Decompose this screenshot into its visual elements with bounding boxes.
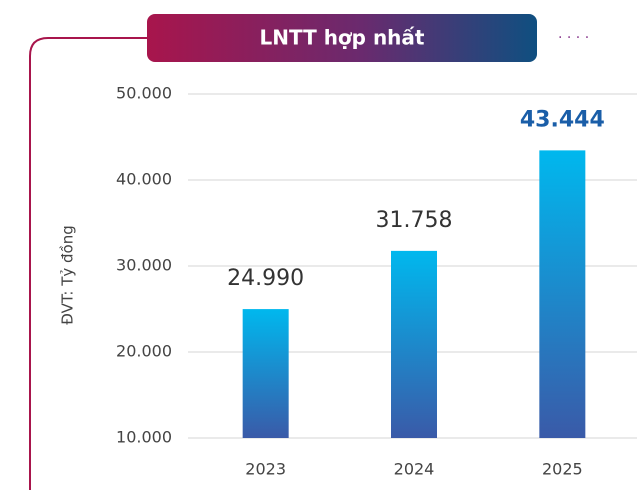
bar [539,150,586,439]
value-label: 24.990 [227,266,304,291]
y-axis-label: ĐVT: Tỷ đồng [59,225,77,325]
bar [391,250,437,438]
value-label: 43.444 [520,107,605,132]
value-label: 31.758 [376,208,453,233]
title-banner [147,14,537,62]
bar [242,309,289,438]
frame [29,37,150,490]
y-tick-label: 10.000 [116,428,172,447]
chart-title: LNTT hợp nhất [260,26,425,50]
x-tick-label: 2025 [542,460,583,479]
y-tick-label: 20.000 [116,342,172,361]
y-tick-label: 50.000 [116,84,172,103]
y-tick-label: 40.000 [116,170,172,189]
y-tick-label: 30.000 [116,256,172,275]
dots: · · · · [558,30,589,46]
x-tick-label: 2023 [245,460,286,479]
x-tick-label: 2024 [394,460,435,479]
